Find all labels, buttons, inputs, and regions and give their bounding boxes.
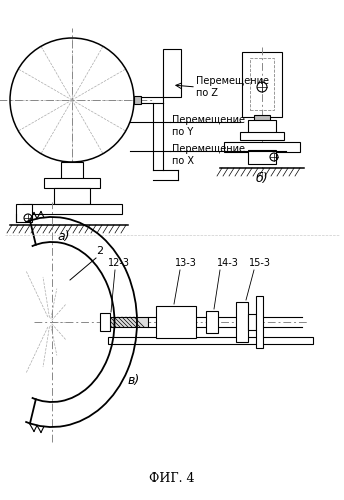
Bar <box>61 162 83 180</box>
Bar <box>16 204 32 222</box>
Text: б): б) <box>256 172 268 185</box>
Text: а): а) <box>58 230 70 243</box>
Bar <box>242 52 282 117</box>
Bar <box>236 302 248 342</box>
Bar <box>134 96 141 104</box>
Text: 2: 2 <box>96 246 104 256</box>
Bar <box>100 313 110 331</box>
Bar <box>248 150 276 164</box>
Bar <box>250 58 274 110</box>
Bar <box>248 120 276 134</box>
Bar <box>110 317 148 327</box>
Bar <box>108 337 313 344</box>
Bar <box>163 49 181 97</box>
Bar <box>44 178 100 188</box>
Text: в): в) <box>128 374 140 387</box>
Text: Перемещение
по Z: Перемещение по Z <box>196 76 269 98</box>
Text: ФИГ. 4: ФИГ. 4 <box>149 472 195 484</box>
Text: Перемещение
по X: Перемещение по X <box>172 144 245 166</box>
Text: 12-3: 12-3 <box>108 258 130 268</box>
Bar <box>22 204 122 214</box>
Bar <box>240 132 284 140</box>
Bar <box>156 306 196 338</box>
Bar <box>256 296 263 348</box>
Bar <box>224 142 300 152</box>
Text: 15-3: 15-3 <box>249 258 271 268</box>
Bar <box>54 188 90 204</box>
Text: 14-3: 14-3 <box>217 258 239 268</box>
Bar <box>254 115 270 122</box>
Text: 13-3: 13-3 <box>175 258 197 268</box>
Text: Перемещение
по Y: Перемещение по Y <box>172 115 245 137</box>
Bar <box>206 311 218 333</box>
Bar <box>248 314 256 330</box>
